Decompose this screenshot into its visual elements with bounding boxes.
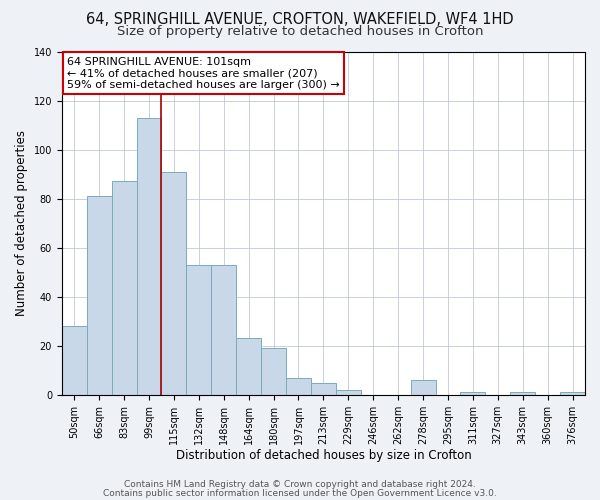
Bar	[62, 326, 86, 395]
Bar	[187, 265, 211, 395]
Bar	[560, 392, 585, 395]
Y-axis label: Number of detached properties: Number of detached properties	[15, 130, 28, 316]
Bar	[86, 196, 112, 395]
Bar	[311, 382, 336, 395]
Bar	[211, 265, 236, 395]
Bar	[286, 378, 311, 395]
Bar	[236, 338, 261, 395]
Text: Size of property relative to detached houses in Crofton: Size of property relative to detached ho…	[117, 25, 483, 38]
Text: 64, SPRINGHILL AVENUE, CROFTON, WAKEFIELD, WF4 1HD: 64, SPRINGHILL AVENUE, CROFTON, WAKEFIEL…	[86, 12, 514, 28]
Text: 64 SPRINGHILL AVENUE: 101sqm
← 41% of detached houses are smaller (207)
59% of s: 64 SPRINGHILL AVENUE: 101sqm ← 41% of de…	[67, 56, 340, 90]
Bar	[261, 348, 286, 395]
Bar	[137, 118, 161, 395]
Text: Contains public sector information licensed under the Open Government Licence v3: Contains public sector information licen…	[103, 488, 497, 498]
Bar	[336, 390, 361, 395]
Bar	[460, 392, 485, 395]
Bar	[112, 182, 137, 395]
Bar	[410, 380, 436, 395]
Bar	[510, 392, 535, 395]
Text: Contains HM Land Registry data © Crown copyright and database right 2024.: Contains HM Land Registry data © Crown c…	[124, 480, 476, 489]
X-axis label: Distribution of detached houses by size in Crofton: Distribution of detached houses by size …	[176, 450, 471, 462]
Bar	[161, 172, 187, 395]
